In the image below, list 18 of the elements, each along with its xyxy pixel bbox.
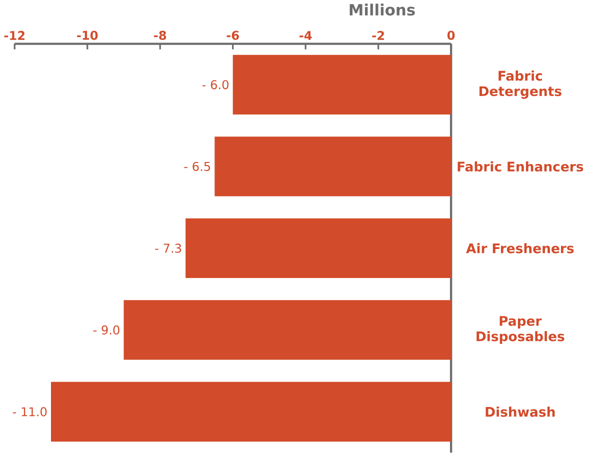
- x-tick-label: -12: [4, 31, 24, 40]
- y-tick-label: Fabric Detergents: [479, 70, 562, 99]
- x-tick-label: -10: [77, 30, 98, 40]
- y-tick-label: Fabric Enhancers: [458, 161, 584, 172]
- data-label: - 6.0: [202, 80, 228, 90]
- x-tick-label: -2: [372, 31, 384, 40]
- x-tick-label: -6: [226, 30, 239, 40]
- y-tick-label: Paper Disposables: [476, 316, 564, 344]
- data-label: - 6.5: [184, 162, 210, 172]
- data-label: - 11.0: [12, 407, 47, 416]
- x-tick-label: -4: [300, 31, 312, 40]
- x-tick-label: -8: [154, 30, 166, 40]
- data-label: - 7.3: [155, 244, 182, 253]
- y-tick-label: Air Fresheners: [466, 243, 574, 254]
- data-label: - 9.0: [93, 326, 120, 335]
- x-tick-label: 0: [447, 30, 455, 40]
- y-tick-label: Dishwash: [486, 406, 555, 417]
- x-axis-title: Millions: [350, 4, 415, 16]
